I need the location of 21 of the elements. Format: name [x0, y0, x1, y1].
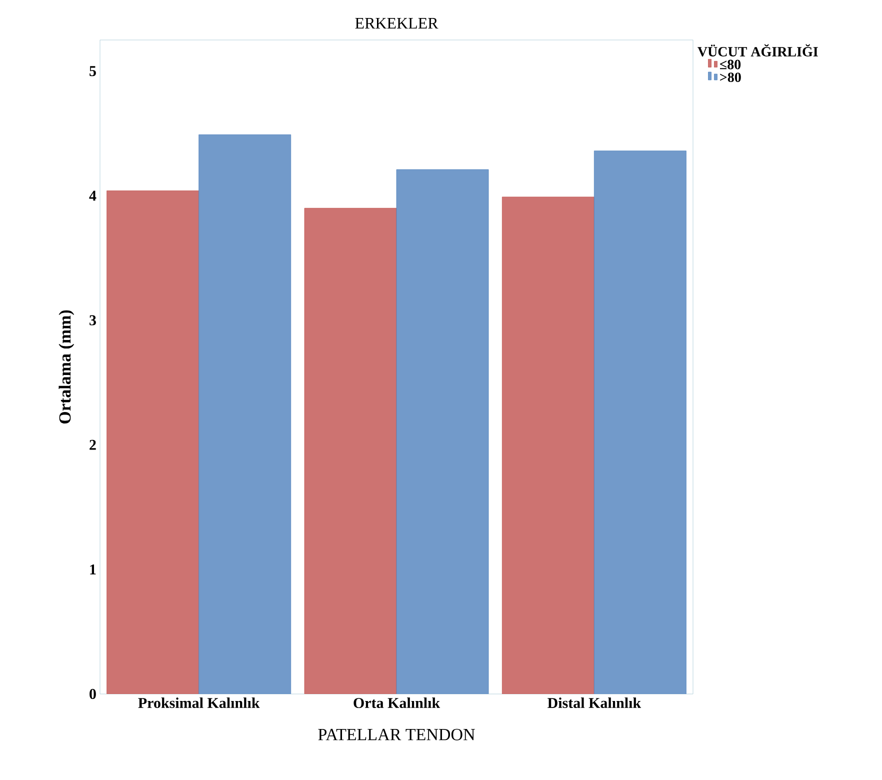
chart-title: ERKEKLER — [355, 18, 438, 28]
x-axis-title: PATELLAR TENDON — [318, 728, 475, 740]
y-axis-title: Ortalama (mm) — [58, 310, 74, 424]
legend-title: VÜCUT AĞIRLIĞI — [698, 44, 818, 57]
x-tick-label: Proksimal Kalınlık — [138, 698, 260, 708]
y-tick-label: 0 — [90, 688, 96, 700]
y-tick-label: 5 — [90, 66, 96, 76]
y-tick-label: 3 — [90, 315, 96, 326]
legend-label: >80 — [720, 72, 741, 82]
x-tick-label: Orta Kalınlık — [354, 698, 440, 708]
bar — [502, 196, 594, 694]
bar — [106, 190, 200, 694]
bar — [594, 150, 686, 694]
y-tick-label: 1 — [90, 564, 96, 574]
bar — [198, 134, 292, 694]
legend-label: ≤80 — [720, 60, 741, 70]
bar — [304, 208, 397, 694]
bar — [396, 169, 489, 694]
y-tick-label: 4 — [89, 190, 96, 201]
x-tick-label: Distal Kalınlık — [548, 698, 642, 708]
y-tick-label: 2 — [90, 440, 96, 450]
